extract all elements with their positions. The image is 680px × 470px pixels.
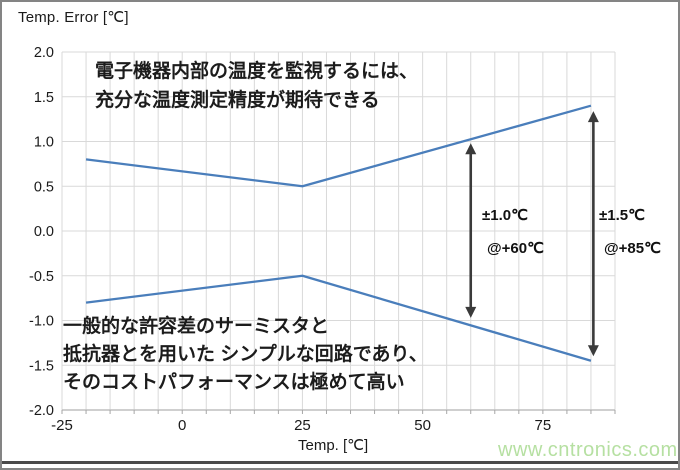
svg-text:0: 0: [178, 417, 186, 434]
svg-text:50: 50: [414, 417, 431, 434]
x-axis-title: Temp. [℃]: [298, 437, 369, 454]
annotation-bottom-note-line-2: 抵抗器とを用いた シンプルな回路であり、: [63, 344, 428, 365]
svg-text:1.5: 1.5: [34, 90, 54, 106]
annotation-top-note: 電子機器内部の温度を監視するには、 充分な温度測定精度が期待できる: [95, 57, 418, 115]
tolerance-85c-value: ±1.5℃: [599, 207, 645, 224]
svg-text:-0.5: -0.5: [29, 269, 54, 285]
svg-text:-25: -25: [51, 417, 73, 434]
tolerance-60c-condition: @+60℃: [487, 240, 544, 257]
tolerance-85c-condition: @+85℃: [604, 240, 661, 257]
bottom-rule: [2, 461, 678, 464]
svg-text:-2.0: -2.0: [29, 403, 54, 419]
annotation-bottom-note: 一般的な許容差のサーミスタと 抵抗器とを用いた シンプルな回路であり、 そのコス…: [63, 313, 428, 397]
tolerance-60c-value: ±1.0℃: [482, 207, 528, 224]
tolerance-label-85c: ±1.5℃ @+85℃: [599, 199, 661, 265]
svg-text:25: 25: [294, 417, 311, 434]
svg-text:-1.5: -1.5: [29, 358, 54, 374]
annotation-top-note-line-1: 電子機器内部の温度を監視するには、: [95, 61, 419, 82]
annotation-top-note-line-2: 充分な温度測定精度が期待できる: [95, 90, 380, 111]
svg-text:-1.0: -1.0: [29, 314, 54, 330]
svg-text:2.0: 2.0: [34, 45, 54, 61]
svg-text:75: 75: [535, 417, 552, 434]
svg-text:0.5: 0.5: [34, 179, 54, 195]
svg-text:0.0: 0.0: [34, 224, 54, 240]
chart-title: Temp. Error [℃]: [18, 9, 129, 26]
watermark-text: www.cntronics.com: [498, 439, 678, 461]
svg-text:1.0: 1.0: [34, 135, 54, 151]
annotation-bottom-note-line-1: 一般的な許容差のサーミスタと: [63, 316, 330, 337]
annotation-bottom-note-line-3: そのコストパフォーマンスは極めて高い: [63, 372, 405, 393]
tolerance-label-60c: ±1.0℃ @+60℃: [482, 199, 544, 265]
